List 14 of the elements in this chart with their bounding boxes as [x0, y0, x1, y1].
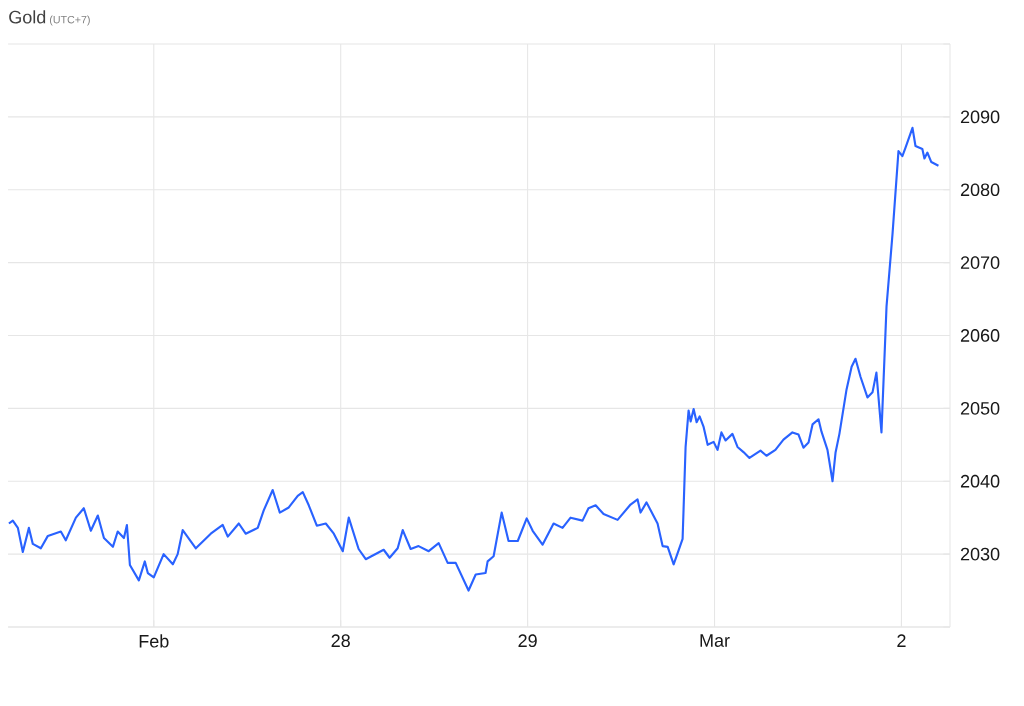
y-tick-label: 2040 — [960, 474, 1000, 488]
chart-subtitle: (UTC+7) — [49, 15, 90, 26]
y-tick-label: 2060 — [960, 329, 1000, 342]
x-tick-label: 29 — [518, 634, 537, 648]
y-tick-label: 2050 — [960, 401, 1000, 415]
x-tick-label: Feb — [139, 634, 169, 648]
y-tick-label: 2090 — [960, 110, 1000, 124]
y-tick-label: 2070 — [960, 256, 1000, 269]
x-tick-label: 2 — [897, 634, 906, 647]
y-tick-label: 2080 — [960, 183, 1000, 197]
x-tick-label: Mar — [700, 634, 730, 647]
y-tick-label: 2030 — [960, 547, 1000, 561]
x-tick-label: 28 — [331, 634, 350, 648]
chart-title: Gold — [9, 10, 46, 24]
